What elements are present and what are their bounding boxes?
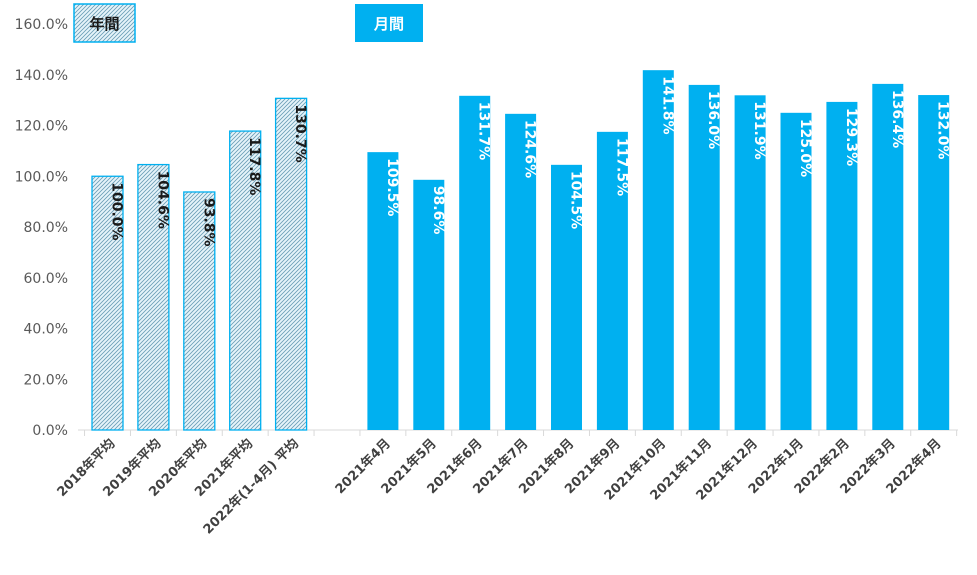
value-label: 141.8% bbox=[659, 76, 675, 134]
legend-annual-swatch bbox=[73, 3, 136, 43]
monthly-bar bbox=[780, 112, 812, 430]
y-axis: 0.0% 20.0% 40.0% 60.0% 80.0% 100.0% 120.0% 140.… bbox=[15, 17, 68, 439]
legend-monthly-swatch bbox=[355, 4, 423, 42]
y-tick-label: 160.0% bbox=[15, 17, 68, 33]
monthly-bar bbox=[642, 70, 674, 431]
value-label: 104.6% bbox=[154, 171, 170, 229]
monthly-bar bbox=[918, 95, 950, 431]
value-label: 117.5% bbox=[613, 138, 629, 196]
annual-bar bbox=[137, 163, 170, 431]
value-label: 131.9% bbox=[751, 101, 767, 159]
value-labels: 100.0% 104.6% 93.8% 117.8% 130.7% 109.5% 98.6%… bbox=[109, 76, 951, 246]
bars bbox=[91, 70, 950, 431]
legend: 年間 月間 bbox=[73, 3, 423, 43]
legend-label: 月間 bbox=[373, 15, 404, 33]
annual-bar bbox=[229, 130, 262, 431]
monthly-bar bbox=[413, 179, 445, 430]
value-label: 130.7% bbox=[292, 104, 308, 162]
value-label: 136.0% bbox=[705, 91, 721, 149]
monthly-bar bbox=[367, 152, 399, 431]
y-tick-label: 80.0% bbox=[24, 220, 68, 236]
y-tick-label: 60.0% bbox=[24, 271, 68, 287]
value-label: 100.0% bbox=[109, 182, 125, 240]
monthly-bar bbox=[596, 131, 628, 430]
value-label: 104.5% bbox=[568, 171, 584, 229]
monthly-bar bbox=[872, 83, 904, 430]
value-label: 131.7% bbox=[476, 102, 492, 160]
monthly-bar bbox=[505, 113, 537, 430]
legend-label: 年間 bbox=[89, 15, 119, 33]
value-label: 109.5% bbox=[384, 158, 400, 216]
y-tick-label: 0.0% bbox=[32, 423, 68, 439]
y-tick-label: 120.0% bbox=[15, 119, 68, 135]
value-label: 117.8% bbox=[246, 137, 262, 195]
y-tick-label: 40.0% bbox=[24, 322, 68, 338]
annual-bar bbox=[183, 191, 216, 431]
value-label: 93.8% bbox=[200, 198, 216, 247]
value-label: 124.6% bbox=[522, 120, 538, 178]
x-axis: 2018年平均2019年平均2020年平均2021年平均2022年(1-4月) … bbox=[54, 429, 958, 537]
annual-bar bbox=[91, 175, 124, 431]
monthly-bar bbox=[688, 84, 720, 431]
monthly-bar bbox=[551, 164, 582, 431]
value-label: 98.6% bbox=[430, 186, 446, 235]
monthly-bar bbox=[734, 95, 766, 431]
monthly-bar bbox=[459, 95, 491, 430]
value-label: 129.3% bbox=[843, 108, 859, 166]
value-label: 136.4% bbox=[889, 90, 905, 148]
annual-bar bbox=[274, 97, 308, 431]
monthly-bar bbox=[826, 101, 858, 431]
y-tick-label: 100.0% bbox=[15, 169, 68, 185]
y-tick-label: 140.0% bbox=[15, 68, 68, 84]
y-tick-label: 20.0% bbox=[24, 372, 68, 388]
value-label: 132.0% bbox=[935, 101, 951, 159]
value-label: 125.0% bbox=[797, 119, 813, 177]
